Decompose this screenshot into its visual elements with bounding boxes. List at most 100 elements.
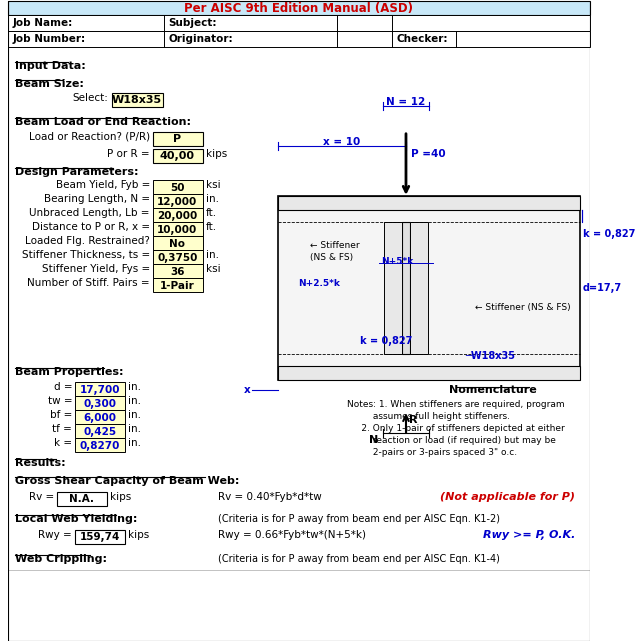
Text: ksi: ksi: [205, 263, 220, 274]
Text: Rwy =: Rwy =: [38, 530, 72, 540]
Bar: [75, 530, 125, 544]
Text: N+5*k: N+5*k: [381, 256, 413, 265]
Text: Distance to P or R, x =: Distance to P or R, x =: [32, 222, 150, 232]
Bar: [153, 236, 203, 250]
Text: Per AISC 9th Edition Manual (ASD): Per AISC 9th Edition Manual (ASD): [184, 1, 413, 15]
Text: Select:: Select:: [73, 93, 109, 103]
Text: Loaded Flg. Restrained?: Loaded Flg. Restrained?: [25, 236, 150, 246]
Text: Rwy >= P, O.K.: Rwy >= P, O.K.: [483, 530, 575, 540]
Text: (Criteria is for P away from beam end per AISC Eqn. K1-2): (Criteria is for P away from beam end pe…: [219, 514, 501, 524]
Bar: [384, 222, 403, 354]
Text: Input Data:: Input Data:: [15, 61, 86, 71]
Text: 36: 36: [170, 267, 184, 277]
Text: 17,700: 17,700: [80, 385, 120, 395]
Text: 12,000: 12,000: [157, 197, 197, 207]
Text: Beam Yield, Fyb =: Beam Yield, Fyb =: [55, 179, 150, 190]
Text: ← Stiffener (NS & FS): ← Stiffener (NS & FS): [474, 303, 570, 312]
Text: P =40: P =40: [411, 149, 445, 159]
Text: N+2.5*k: N+2.5*k: [298, 279, 340, 288]
Text: 1-Pair: 1-Pair: [160, 281, 195, 290]
Bar: [75, 438, 125, 453]
Bar: [113, 93, 163, 107]
Text: Load or Reaction? (P/R): Load or Reaction? (P/R): [29, 132, 150, 142]
Bar: [278, 367, 580, 381]
Text: Unbraced Length, Lb =: Unbraced Length, Lb =: [29, 208, 150, 218]
Text: d=17,7: d=17,7: [583, 283, 621, 292]
Text: Stiffener Yield, Fys =: Stiffener Yield, Fys =: [41, 263, 150, 274]
Bar: [153, 208, 203, 222]
Text: Notes: 1. When stiffeners are required, program: Notes: 1. When stiffeners are required, …: [347, 401, 564, 410]
Bar: [75, 396, 125, 410]
Text: 0,300: 0,300: [83, 399, 116, 410]
Text: x: x: [244, 385, 251, 395]
Text: k =: k =: [54, 438, 72, 448]
Text: 0,3750: 0,3750: [157, 253, 198, 263]
Text: in.: in.: [128, 438, 141, 448]
Text: Web Crippling:: Web Crippling:: [15, 554, 107, 564]
Text: Rwy = 0.66*Fyb*tw*(N+5*k): Rwy = 0.66*Fyb*tw*(N+5*k): [219, 530, 366, 540]
Text: 2-pairs or 3-pairs spaced 3" o.c.: 2-pairs or 3-pairs spaced 3" o.c.: [347, 448, 516, 457]
Text: P: P: [173, 134, 181, 144]
Text: (Not applicable for P): (Not applicable for P): [440, 492, 575, 503]
Text: ksi: ksi: [205, 179, 220, 190]
Text: P or R =: P or R =: [107, 149, 150, 159]
Text: kips: kips: [128, 530, 149, 540]
Bar: [57, 492, 107, 506]
Text: ─W18x35: ─W18x35: [466, 351, 515, 360]
Bar: [153, 179, 203, 194]
Bar: [397, 218, 403, 358]
Text: Originator:: Originator:: [168, 34, 233, 44]
Bar: [383, 206, 429, 218]
Bar: [8, 15, 590, 31]
Text: assumes full height stiffeners.: assumes full height stiffeners.: [347, 412, 509, 421]
Text: tf =: tf =: [52, 424, 72, 435]
Text: N.A.: N.A.: [69, 494, 93, 504]
Text: ← Stiffener: ← Stiffener: [310, 240, 359, 250]
Text: Stiffener Thickness, ts =: Stiffener Thickness, ts =: [22, 250, 150, 260]
Text: Rv =: Rv =: [29, 492, 54, 503]
Text: k = 0,827: k = 0,827: [583, 229, 635, 238]
Text: bf =: bf =: [50, 410, 72, 420]
Text: Subject:: Subject:: [168, 18, 217, 28]
Text: W18x35: W18x35: [112, 95, 162, 105]
Text: Bearing Length, N =: Bearing Length, N =: [44, 194, 150, 204]
Text: N: N: [370, 435, 378, 445]
Text: Results:: Results:: [15, 458, 66, 469]
Bar: [153, 250, 203, 263]
Bar: [153, 222, 203, 236]
Text: Nomenclature: Nomenclature: [449, 385, 537, 395]
Bar: [278, 196, 580, 381]
Text: in.: in.: [128, 396, 141, 406]
Text: ft.: ft.: [205, 208, 217, 218]
Text: Design Parameters:: Design Parameters:: [15, 167, 139, 177]
Bar: [75, 383, 125, 396]
Bar: [403, 222, 410, 354]
Text: Checker:: Checker:: [397, 34, 448, 44]
Text: N = 12: N = 12: [386, 97, 425, 107]
Text: in.: in.: [128, 383, 141, 392]
Text: kips: kips: [109, 492, 131, 503]
Text: k = 0,827: k = 0,827: [360, 335, 413, 345]
Text: 0,425: 0,425: [83, 428, 116, 437]
Bar: [153, 149, 203, 163]
Text: Number of Stiff. Pairs =: Number of Stiff. Pairs =: [27, 278, 150, 288]
Text: in.: in.: [205, 194, 219, 204]
Text: in.: in.: [128, 424, 141, 435]
Bar: [8, 31, 590, 47]
Text: Job Number:: Job Number:: [13, 34, 86, 44]
Text: 2. Only 1-pair of stiffeners depicted at either: 2. Only 1-pair of stiffeners depicted at…: [347, 424, 564, 433]
Bar: [153, 263, 203, 278]
Bar: [403, 218, 410, 358]
Text: Local Web Yielding:: Local Web Yielding:: [15, 514, 138, 524]
Text: kips: kips: [205, 149, 227, 159]
Text: in.: in.: [205, 250, 219, 260]
Text: 20,000: 20,000: [157, 211, 197, 221]
Bar: [410, 222, 428, 354]
Text: ft.: ft.: [205, 222, 217, 232]
Bar: [278, 196, 580, 210]
Bar: [75, 410, 125, 424]
Text: Job Name:: Job Name:: [13, 18, 73, 28]
Bar: [153, 132, 203, 146]
Text: 6,000: 6,000: [83, 413, 116, 424]
Text: Gross Shear Capacity of Beam Web:: Gross Shear Capacity of Beam Web:: [15, 476, 240, 487]
